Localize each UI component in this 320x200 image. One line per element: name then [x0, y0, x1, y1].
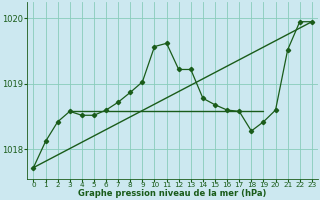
- X-axis label: Graphe pression niveau de la mer (hPa): Graphe pression niveau de la mer (hPa): [78, 189, 267, 198]
